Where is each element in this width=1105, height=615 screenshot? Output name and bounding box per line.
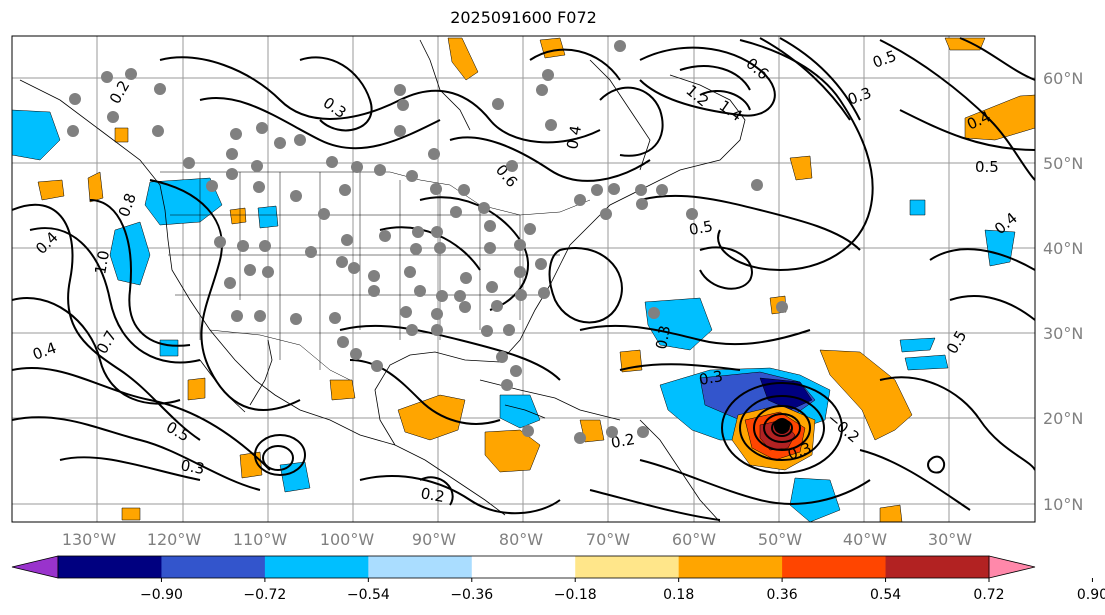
lon-label: 100°W: [320, 530, 375, 549]
lon-label: 50°W: [758, 530, 802, 549]
contour-label: 0.3: [179, 456, 206, 478]
lon-label: 130°W: [62, 530, 117, 549]
colorbar-segment: [678, 556, 783, 578]
lon-label: 90°W: [412, 530, 456, 549]
colorbar-extend-low: [11, 555, 59, 579]
colorbar-tick-label: −0.72: [243, 587, 286, 603]
lon-label: 40°W: [843, 530, 887, 549]
colorbar: −0.90 −0.72 −0.54 −0.36 −0.18 0.18 0.36 0.54 0.7…: [11, 555, 1105, 603]
colorbar-tick-label: 0.72: [973, 587, 1004, 603]
colorbar-segment: [885, 556, 990, 578]
lat-label: 60°N: [1043, 69, 1083, 88]
colorbar-segment: [471, 556, 576, 578]
colorbar-tick-label: 0.90: [1077, 587, 1105, 603]
lon-label: 60°W: [672, 530, 716, 549]
contour-label: 0.2: [419, 484, 446, 506]
colorbar-segment: [575, 556, 680, 578]
contours: [12, 37, 1035, 521]
contour-label: 0.5: [975, 158, 999, 176]
colorbar-extend-high: [988, 555, 1036, 579]
lon-label: 80°W: [499, 530, 543, 549]
longitude-axis: 130°W 120°W 110°W 100°W 90°W 80°W 70°W 6…: [62, 530, 972, 549]
colorbar-tick-label: 0.18: [663, 587, 694, 603]
lon-label: 70°W: [586, 530, 630, 549]
lat-label: 20°N: [1043, 409, 1083, 428]
contour-label: 0.3: [698, 367, 725, 389]
colorbar-segment: [264, 556, 369, 578]
colorbar-tick-label: −0.36: [450, 587, 493, 603]
chart-title: 2025091600 F072: [450, 8, 597, 27]
colorbar-tick-label: −0.18: [554, 587, 597, 603]
lon-label: 110°W: [233, 530, 288, 549]
colorbar-segment: [58, 556, 162, 578]
contour-label: 1.0: [91, 249, 113, 276]
coastlines: [19, 39, 746, 522]
map-frame: [11, 35, 1036, 523]
colorbar-tick-label: 0.54: [870, 587, 901, 603]
colorbar-tick-label: 0.36: [767, 587, 798, 603]
lat-label: 30°N: [1043, 324, 1083, 343]
lat-label: 40°N: [1043, 239, 1083, 258]
colorbar-segment: [368, 556, 473, 578]
lat-label: 50°N: [1043, 154, 1083, 173]
storm-center-marker: [774, 418, 790, 434]
contour-label: 0.5: [688, 217, 715, 239]
colorbar-tick-label: −0.90: [140, 587, 183, 603]
contour-label: 0.3: [652, 324, 674, 351]
latitude-axis: 60°N 50°N 40°N 30°N 20°N 10°N: [1043, 69, 1083, 514]
lon-label: 120°W: [147, 530, 202, 549]
colorbar-tick-label: −0.54: [347, 587, 390, 603]
lat-label: 10°N: [1043, 495, 1083, 514]
colorbar-segment: [161, 556, 266, 578]
station-dots: [67, 40, 788, 444]
map-panel: 0.2 0.3 0.4 0.4 0.5 0.3 0.7 0.8 1.0 0.6 …: [12, 36, 1035, 522]
lon-label: 30°W: [928, 530, 972, 549]
colorbar-segment: [782, 556, 887, 578]
contour-label: 0.4: [563, 124, 585, 151]
colorbar-frame: [57, 555, 990, 579]
